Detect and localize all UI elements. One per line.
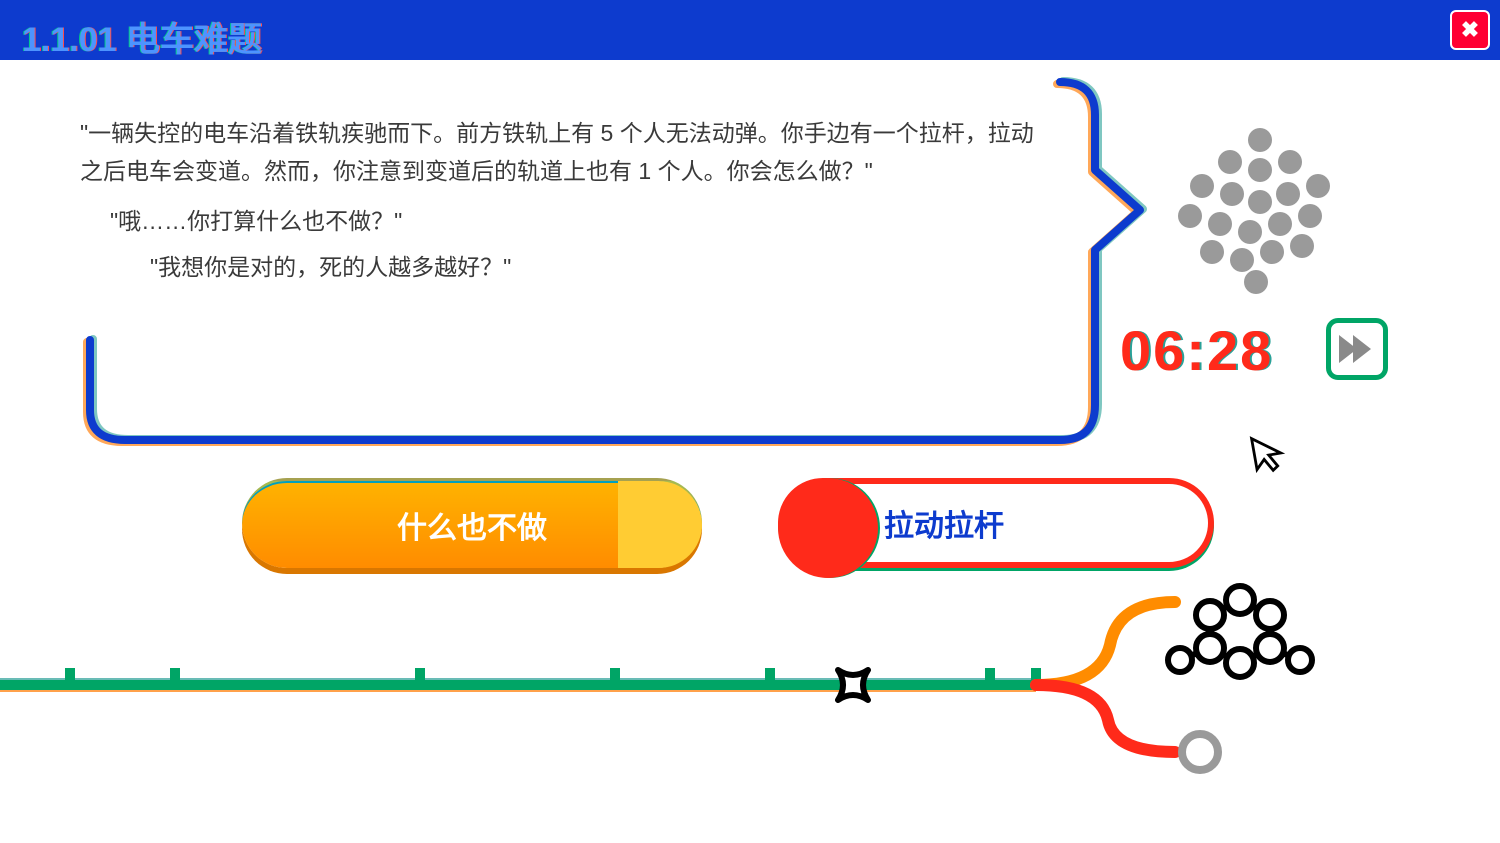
cursor-icon [1246,429,1296,488]
dialogue-line-2: "哦……你打算什么也不做？" [80,203,1050,241]
timer-display: 06:28 [1120,318,1273,383]
dialogue-line-1: "一辆失控的电车沿着铁轨疾驰而下。前方铁轨上有 5 个人无法动弹。你手边有一个拉… [80,115,1050,191]
close-button[interactable] [1450,10,1490,50]
dialogue-line-3: "我想你是对的，死的人越多越好？" [80,249,1050,287]
choice-a-label: 什么也不做 [397,503,547,547]
fast-forward-icon [1343,335,1371,363]
choice-pull-lever-button[interactable]: 拉动拉杆 [778,478,1214,568]
dialogue-block: "一辆失控的电车沿着铁轨疾驰而下。前方铁轨上有 5 个人无法动弹。你手边有一个拉… [80,115,1050,287]
fast-forward-button[interactable] [1326,318,1388,380]
choice-b-dot [778,478,878,578]
page-title: 1.1.01 电车难题 [22,12,262,61]
speaker-icon [1160,120,1360,300]
choice-do-nothing-button[interactable]: 什么也不做 [242,478,702,568]
track-map [0,580,1500,843]
choice-a-cap [618,481,702,568]
choice-b-label: 拉动拉杆 [884,501,1004,545]
